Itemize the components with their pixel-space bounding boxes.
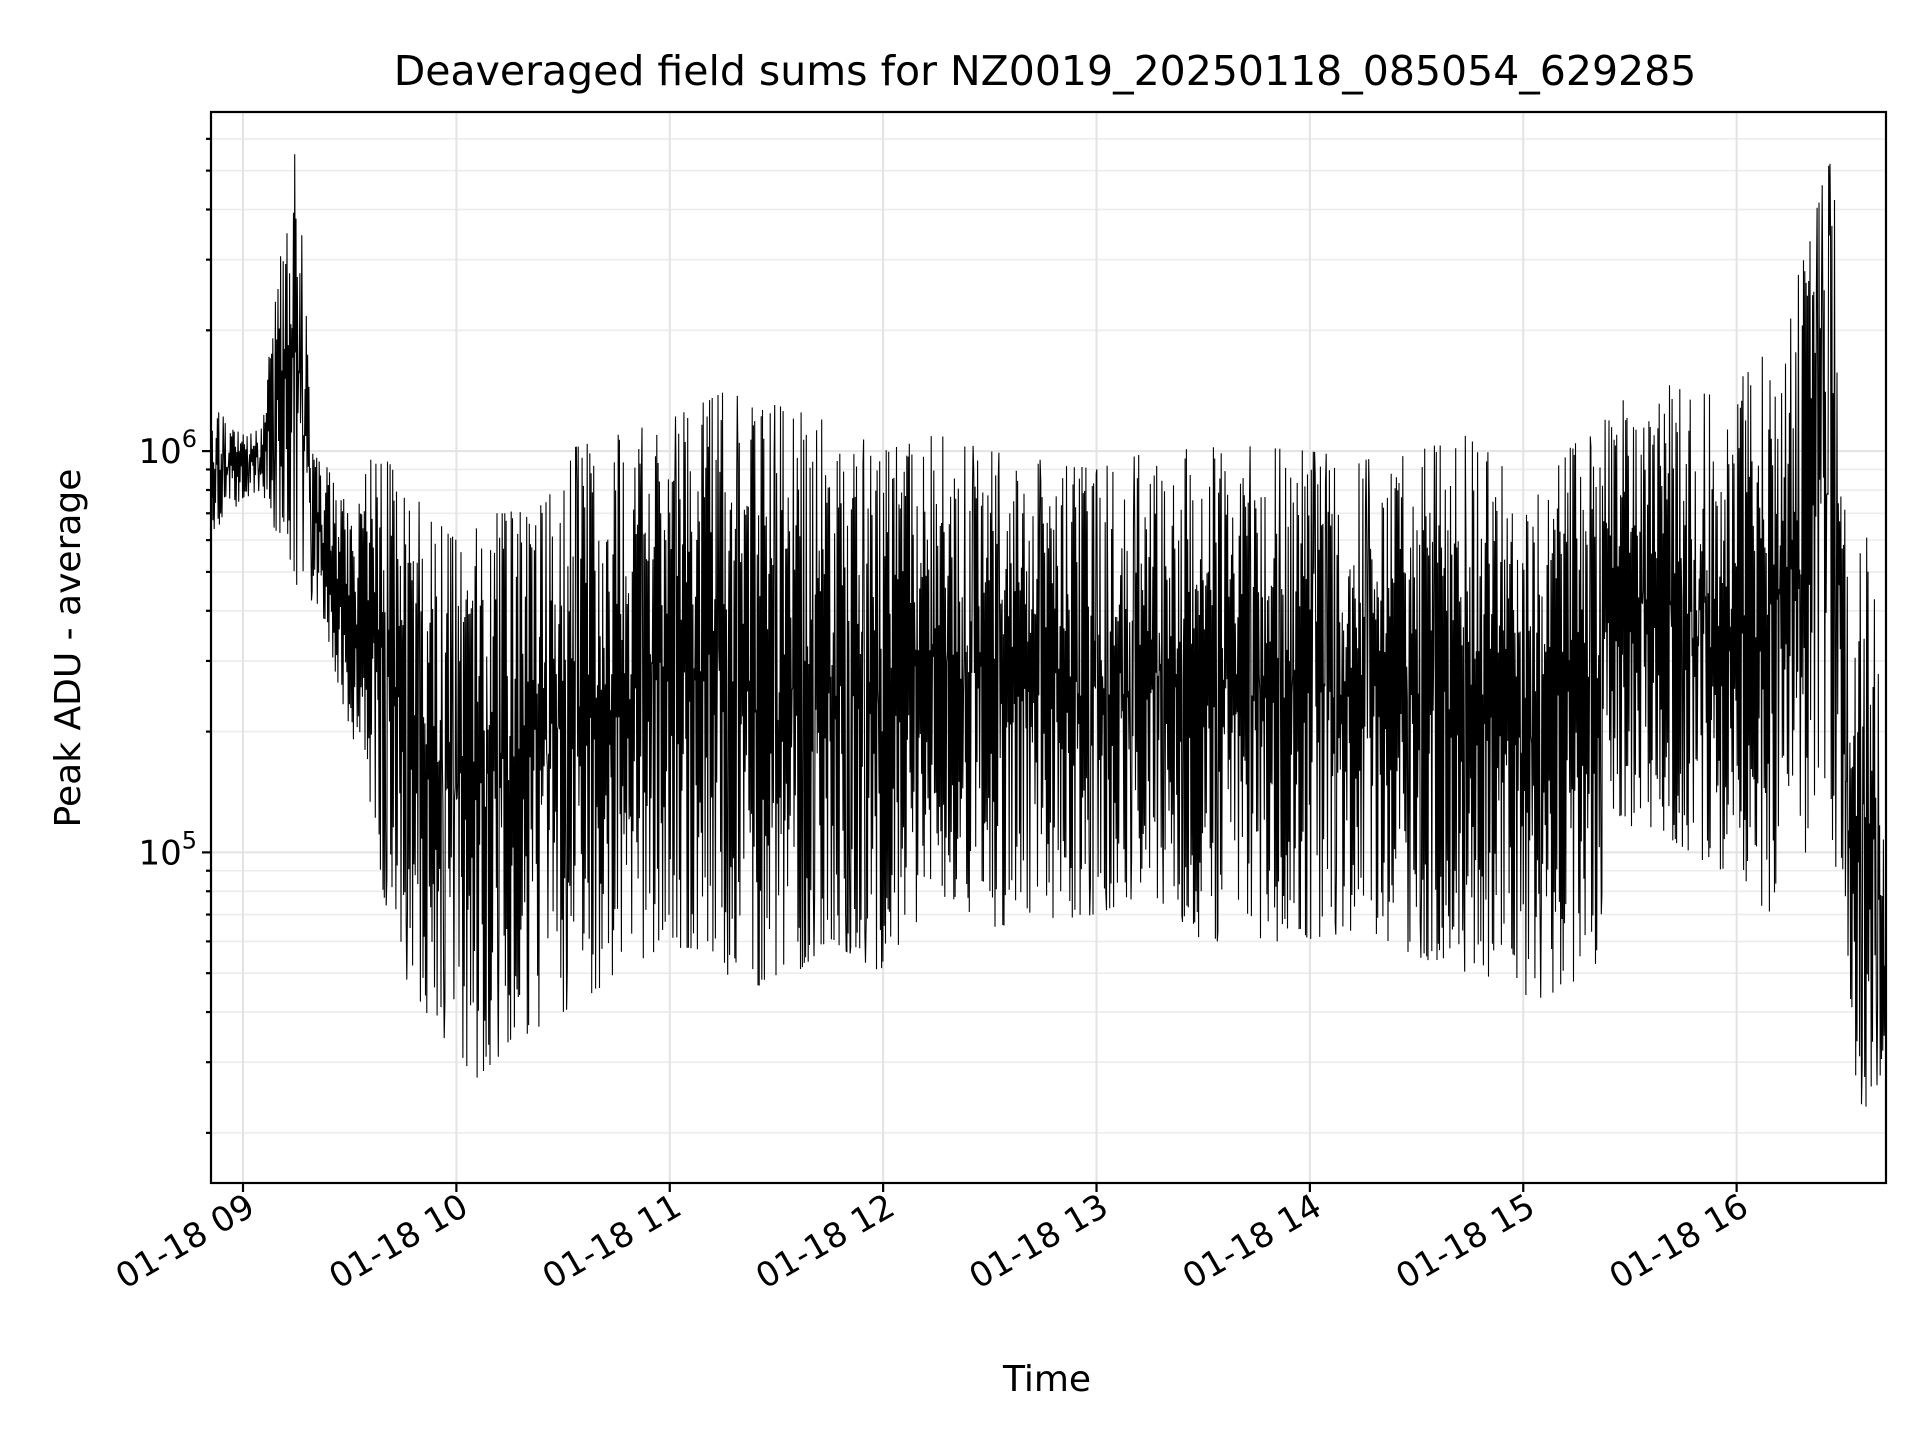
y-axis-label: Peak ADU - average (48, 469, 89, 828)
y-tick-exponent: 5 (182, 826, 197, 854)
series-group (211, 154, 1886, 1107)
series-line (211, 154, 1886, 1107)
y-tick-exponent: 6 (182, 425, 197, 453)
y-tick-label: 105 (138, 826, 197, 873)
y-tick-label: 106 (138, 425, 197, 472)
y-tick-base: 10 (138, 432, 181, 472)
y-tick-base: 10 (138, 833, 181, 873)
chart-title: Deaveraged field sums for NZ0019_2025011… (394, 47, 1697, 95)
plot-frame (209, 110, 1888, 1185)
x-axis-label: Time (1002, 1359, 1091, 1400)
